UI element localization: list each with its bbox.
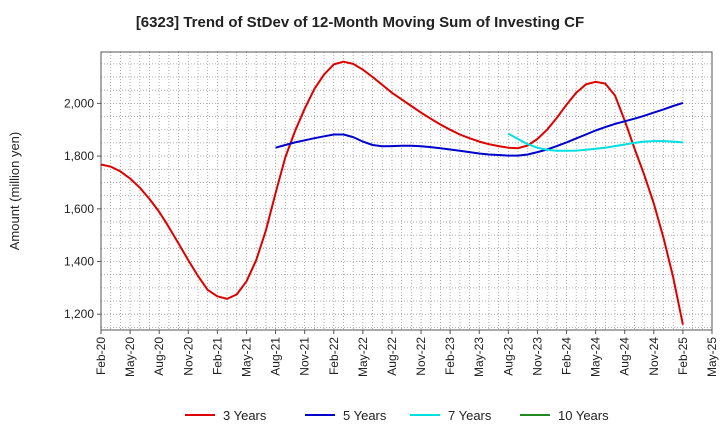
y-axis-ticks: 1,200 1,400 1,600 1,800 2,000 — [64, 96, 101, 321]
x-tick-label: Aug-20 — [152, 337, 166, 376]
x-tick-label: May-24 — [589, 337, 603, 377]
x-tick-label: May-22 — [356, 337, 370, 377]
legend-label-10-years: 10 Years — [558, 408, 609, 423]
x-tick-label: May-23 — [472, 337, 486, 377]
x-tick-label: Nov-20 — [181, 337, 195, 376]
x-tick-label: Feb-24 — [560, 337, 574, 375]
x-tick-label: Aug-24 — [618, 337, 632, 376]
x-tick-label: Nov-23 — [530, 337, 544, 376]
x-tick-label: May-25 — [705, 337, 719, 377]
x-tick-label: Aug-22 — [385, 337, 399, 376]
x-tick-label: Feb-23 — [443, 337, 457, 375]
x-tick-label: Nov-21 — [298, 337, 312, 376]
series-layer — [100, 60, 684, 325]
x-tick-label: Aug-21 — [269, 337, 283, 376]
legend-label-5-years: 5 Years — [343, 408, 387, 423]
chart-title: [6323] Trend of StDev of 12-Month Moving… — [135, 14, 585, 31]
x-tick-label: Aug-23 — [501, 337, 515, 376]
legend: 3 Years 5 Years 7 Years 10 Years — [185, 408, 609, 423]
series-line-3-years — [100, 60, 684, 325]
legend-label-3-years: 3 Years — [223, 408, 267, 423]
y-tick-label: 1,600 — [64, 202, 94, 216]
y-axis-label: Amount (million yen) — [7, 132, 22, 251]
y-tick-label: 2,000 — [64, 96, 94, 110]
y-tick-label: 1,400 — [64, 254, 94, 268]
x-tick-label: May-21 — [239, 337, 253, 377]
series-line-7-years — [507, 132, 683, 152]
x-tick-label: Feb-21 — [210, 337, 224, 375]
x-tick-label: Feb-20 — [94, 337, 108, 375]
grid-layer — [101, 52, 712, 330]
x-tick-label: Nov-22 — [414, 337, 428, 376]
x-tick-label: Feb-22 — [327, 337, 341, 375]
legend-label-7-years: 7 Years — [448, 408, 492, 423]
x-tick-label: Feb-25 — [676, 337, 690, 375]
y-tick-label: 1,200 — [64, 307, 94, 321]
y-tick-label: 1,800 — [64, 149, 94, 163]
x-tick-label: May-20 — [123, 337, 137, 377]
x-tick-label: Nov-24 — [647, 337, 661, 376]
plot-frame — [100, 51, 713, 331]
x-axis-ticks: Feb-20 May-20 Aug-20 Nov-20 Feb-21 May-21 Aug-… — [94, 330, 719, 377]
series-line-5-years — [275, 101, 684, 157]
